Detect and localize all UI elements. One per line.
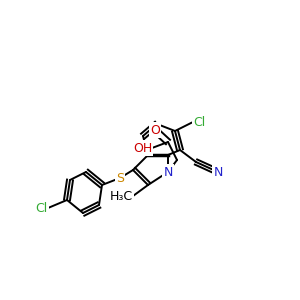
Text: N: N	[213, 166, 223, 178]
Text: N: N	[163, 166, 173, 178]
Text: OH: OH	[133, 142, 152, 154]
Text: H₃C: H₃C	[110, 190, 133, 202]
Text: S: S	[116, 172, 124, 184]
Text: O: O	[150, 124, 160, 136]
Text: Cl: Cl	[193, 116, 205, 128]
Text: Cl: Cl	[36, 202, 48, 214]
